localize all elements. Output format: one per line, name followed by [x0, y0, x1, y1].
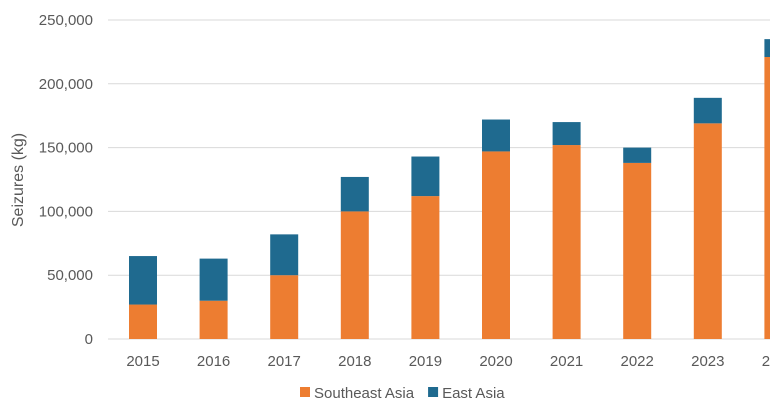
y-tick-label: 0	[85, 331, 93, 348]
bar-southeast-asia-2018	[340, 211, 369, 339]
legend-label: Southeast Asia	[314, 385, 415, 402]
x-tick-label: 2016	[197, 353, 230, 370]
bar-east-asia-2016	[199, 258, 228, 301]
bar-southeast-asia-2015	[129, 304, 157, 339]
x-tick-label: 2015	[126, 353, 159, 370]
x-tick-label: 2024	[762, 353, 770, 370]
bar-southeast-asia-2023	[693, 123, 722, 339]
x-axis-ticks: 2015 2016 2017 2018 2019 2020 2021 2022 2023 2024	[126, 353, 770, 370]
y-axis-ticks: 0 50,000 100,000 150,000 200,000 250,000	[39, 12, 93, 348]
y-tick-label: 150,000	[39, 140, 93, 157]
legend-swatch	[300, 387, 310, 397]
y-axis-title: Seizures (kg)	[10, 133, 27, 227]
legend-swatch	[428, 387, 439, 397]
x-tick-label: 2019	[409, 353, 442, 370]
bar-southeast-asia-2021	[552, 145, 581, 339]
bar-east-asia-2017	[270, 234, 299, 276]
x-tick-label: 2022	[621, 353, 654, 370]
y-tick-label: 200,000	[39, 76, 93, 93]
x-tick-label: 2023	[691, 353, 724, 370]
bar-east-asia-2022	[623, 147, 652, 163]
legend-label: East Asia	[442, 385, 505, 402]
x-tick-label: 2020	[479, 353, 512, 370]
y-tick-label: 250,000	[39, 12, 93, 29]
bar-east-asia-2018	[340, 176, 369, 212]
x-tick-label: 2018	[338, 353, 371, 370]
bar-southeast-asia-2017	[270, 275, 299, 339]
bar-east-asia-2020	[482, 119, 510, 152]
bar-southeast-asia-2019	[411, 196, 440, 339]
x-tick-label: 2017	[268, 353, 301, 370]
bar-southeast-asia-2016	[199, 300, 228, 339]
bar-east-asia-2023	[693, 97, 722, 124]
bar-east-asia-2021	[552, 122, 581, 146]
bar-southeast-asia-2022	[623, 162, 652, 339]
y-tick-label: 50,000	[47, 267, 93, 284]
bar-east-asia-2019	[411, 156, 440, 197]
x-tick-label: 2021	[550, 353, 583, 370]
bars	[129, 39, 770, 340]
bar-east-asia-2024	[764, 39, 770, 58]
legend: Southeast Asia East Asia	[300, 385, 505, 402]
y-tick-label: 100,000	[39, 203, 93, 220]
bar-east-asia-2015	[129, 256, 157, 305]
bar-southeast-asia-2024	[764, 57, 770, 340]
bar-southeast-asia-2020	[482, 151, 510, 339]
